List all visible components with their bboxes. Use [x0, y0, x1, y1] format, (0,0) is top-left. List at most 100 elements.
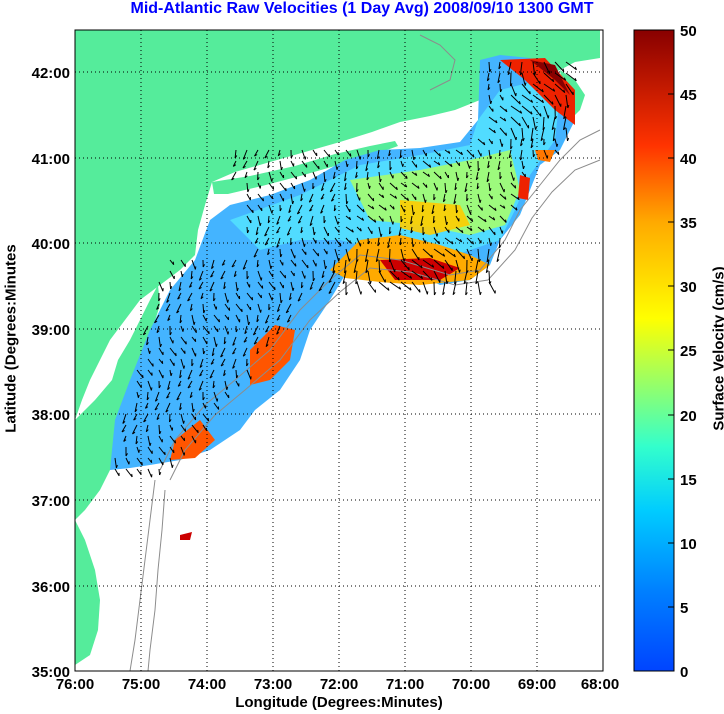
velocity-arrow-head — [457, 177, 460, 181]
velocity-arrow-head — [380, 233, 383, 237]
velocity-arrow — [136, 369, 144, 379]
velocity-arrow-head — [534, 71, 537, 76]
velocity-arrow — [455, 204, 457, 214]
velocity-arrow — [345, 226, 354, 233]
velocity-arrow — [308, 193, 314, 203]
velocity-arrow — [411, 248, 420, 261]
velocity-arrow — [465, 281, 468, 295]
velocity-arrow-head — [513, 177, 515, 181]
velocity-arrow — [388, 248, 391, 263]
velocity-arrow-head — [431, 264, 435, 268]
velocity-arrow — [433, 259, 445, 269]
velocity-arrow — [444, 171, 449, 179]
velocity-arrow-head — [360, 291, 362, 295]
velocity-arrow-head — [210, 362, 214, 365]
velocity-arrow-head — [280, 253, 283, 258]
velocity-arrow-head — [450, 163, 453, 167]
velocity-arrow-head — [342, 281, 346, 285]
velocity-arrow-head — [161, 360, 164, 364]
velocity-arrow-head — [183, 365, 185, 369]
velocity-arrow — [167, 380, 171, 390]
velocity-arrow-head — [475, 177, 479, 181]
velocity-arrow — [332, 259, 336, 273]
velocity-arrow — [334, 237, 342, 247]
velocity-arrow-head — [174, 440, 176, 444]
velocity-arrow-head — [346, 163, 349, 168]
velocity-arrow — [463, 270, 468, 284]
velocity-arrow — [191, 314, 195, 325]
velocity-arrow — [213, 402, 220, 410]
velocity-arrow — [485, 259, 490, 273]
velocity-arrow-head — [445, 190, 448, 194]
colorbar-tick: 10 — [680, 536, 697, 553]
velocity-arrow-head — [146, 342, 149, 346]
velocity-arrow-head — [359, 156, 362, 160]
velocity-arrow — [290, 248, 296, 259]
velocity-arrow — [356, 281, 362, 295]
velocity-arrow — [367, 281, 377, 293]
velocity-arrow — [136, 457, 143, 466]
velocity-arrow — [213, 336, 217, 347]
velocity-arrow-head — [324, 179, 327, 183]
y-tick: 39:00 — [32, 322, 70, 339]
velocity-arrow-head — [190, 308, 193, 312]
velocity-arrow — [389, 281, 401, 290]
velocity-arrow — [176, 303, 182, 314]
velocity-arrow — [389, 182, 398, 191]
velocity-arrow-head — [355, 281, 358, 285]
velocity-arrow — [520, 138, 523, 146]
velocity-arrow-head — [425, 184, 428, 188]
velocity-arrow-head — [178, 288, 182, 292]
velocity-arrow — [202, 413, 209, 422]
velocity-arrow-head — [259, 222, 262, 226]
velocity-arrow — [191, 435, 197, 444]
velocity-arrow — [246, 314, 250, 325]
velocity-arrow-head — [379, 178, 382, 183]
velocity-arrow-head — [221, 263, 225, 266]
velocity-arrow — [296, 204, 303, 215]
velocity-arrow — [563, 116, 567, 130]
velocity-arrow — [166, 391, 171, 399]
x-tick: 76:00 — [56, 676, 94, 693]
velocity-arrow — [455, 149, 463, 156]
velocity-arrow-head — [487, 165, 490, 169]
velocity-arrow — [328, 270, 336, 283]
velocity-arrow-head — [402, 163, 404, 167]
velocity-arrow — [488, 270, 491, 285]
velocity-arrow-head — [143, 419, 147, 423]
velocity-arrow-head — [122, 421, 126, 424]
y-tick: 41:00 — [32, 151, 70, 168]
velocity-arrow-head — [254, 154, 258, 157]
velocity-arrow — [488, 226, 496, 236]
velocity-arrow — [223, 281, 226, 289]
velocity-arrow — [301, 149, 306, 160]
velocity-arrow-head — [232, 366, 236, 369]
velocity-arrow-head — [459, 269, 461, 273]
velocity-arrow-head — [446, 221, 448, 226]
velocity-arrow-head — [429, 164, 432, 168]
velocity-arrow — [488, 116, 498, 124]
velocity-arrow-head — [294, 263, 297, 267]
velocity-arrow-head — [241, 308, 243, 312]
velocity-arrow — [367, 226, 373, 235]
velocity-arrow-head — [207, 418, 210, 422]
velocity-arrow-head — [193, 321, 196, 325]
velocity-arrow — [356, 149, 361, 160]
velocity-arrow — [252, 325, 259, 336]
velocity-arrow-head — [336, 166, 339, 170]
velocity-arrow-head — [443, 199, 446, 203]
velocity-arrow — [432, 215, 435, 224]
velocity-arrow-head — [285, 310, 289, 314]
velocity-arrow-head — [329, 189, 333, 193]
velocity-arrow — [421, 204, 424, 213]
velocity-arrow-head — [332, 270, 336, 274]
velocity-arrow — [235, 281, 238, 291]
velocity-arrow — [180, 347, 186, 354]
velocity-arrow-head — [422, 232, 425, 236]
velocity-arrow — [521, 160, 524, 169]
velocity-arrow-head — [413, 156, 416, 160]
velocity-arrow — [499, 105, 508, 113]
velocity-arrow — [510, 105, 522, 114]
velocity-arrow — [344, 182, 347, 190]
velocity-arrow — [276, 215, 281, 225]
